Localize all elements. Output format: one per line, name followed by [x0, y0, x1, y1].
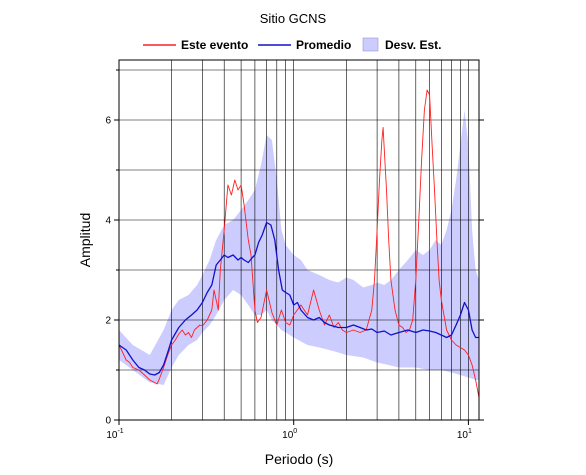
x-tick-label: 10-1 — [106, 428, 123, 441]
legend-label-promedio: Promedio — [296, 38, 351, 52]
grid-layer — [119, 60, 479, 420]
chart-title: Sitio GCNS — [260, 11, 327, 26]
x-tick-label: 100 — [282, 428, 297, 441]
series-line-promedio — [119, 221, 479, 376]
x-axis-label: Periodo (s) — [265, 451, 333, 467]
y-tick-label: 0 — [105, 416, 111, 427]
y-tick-label: 6 — [105, 116, 111, 127]
series-line-este-evento — [119, 89, 479, 398]
y-tick-label: 4 — [105, 216, 111, 227]
legend: Este evento Promedio Desv. Est. — [143, 37, 441, 52]
x-tick-label: 101 — [457, 428, 472, 441]
y-tick-label: 2 — [105, 316, 111, 327]
legend-label-desv-est-: Desv. Est. — [385, 38, 441, 52]
y-axis-label: Amplitud — [77, 213, 93, 267]
plot-frame — [118, 59, 480, 421]
series-lines-layer — [119, 89, 479, 398]
legend-swatch-desv-est- — [362, 37, 379, 52]
legend-label-este-evento: Este evento — [181, 38, 248, 52]
